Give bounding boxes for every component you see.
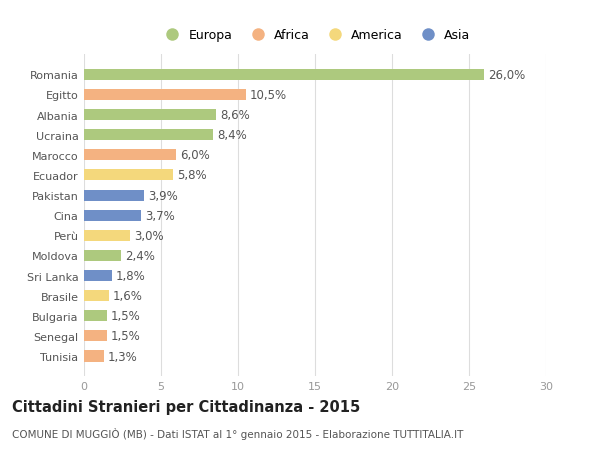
Text: 1,8%: 1,8% <box>116 269 145 282</box>
Text: COMUNE DI MUGGIÒ (MB) - Dati ISTAT al 1° gennaio 2015 - Elaborazione TUTTITALIA.: COMUNE DI MUGGIÒ (MB) - Dati ISTAT al 1°… <box>12 427 463 439</box>
Text: 3,0%: 3,0% <box>134 230 164 242</box>
Bar <box>84 170 173 181</box>
Text: 8,4%: 8,4% <box>217 129 247 142</box>
Text: 1,3%: 1,3% <box>108 350 137 363</box>
Bar <box>84 330 107 341</box>
Text: 10,5%: 10,5% <box>250 89 287 102</box>
Bar <box>84 250 121 262</box>
Bar <box>84 230 130 241</box>
Text: Cittadini Stranieri per Cittadinanza - 2015: Cittadini Stranieri per Cittadinanza - 2… <box>12 399 360 414</box>
Bar <box>84 270 112 281</box>
Bar <box>84 150 176 161</box>
Text: 2,4%: 2,4% <box>125 249 155 263</box>
Text: 8,6%: 8,6% <box>220 109 250 122</box>
Bar <box>84 110 217 121</box>
Bar <box>84 311 107 322</box>
Text: 1,5%: 1,5% <box>111 310 141 323</box>
Bar <box>84 351 104 362</box>
Text: 3,7%: 3,7% <box>145 209 175 222</box>
Bar <box>84 190 144 201</box>
Bar <box>84 90 246 101</box>
Bar <box>84 291 109 302</box>
Bar <box>84 210 141 221</box>
Text: 5,8%: 5,8% <box>177 169 207 182</box>
Legend: Europa, Africa, America, Asia: Europa, Africa, America, Asia <box>160 29 470 42</box>
Text: 26,0%: 26,0% <box>488 69 526 82</box>
Text: 1,6%: 1,6% <box>112 290 142 302</box>
Bar <box>84 130 214 141</box>
Text: 6,0%: 6,0% <box>180 149 210 162</box>
Bar <box>84 70 484 81</box>
Text: 3,9%: 3,9% <box>148 189 178 202</box>
Text: 1,5%: 1,5% <box>111 330 141 343</box>
